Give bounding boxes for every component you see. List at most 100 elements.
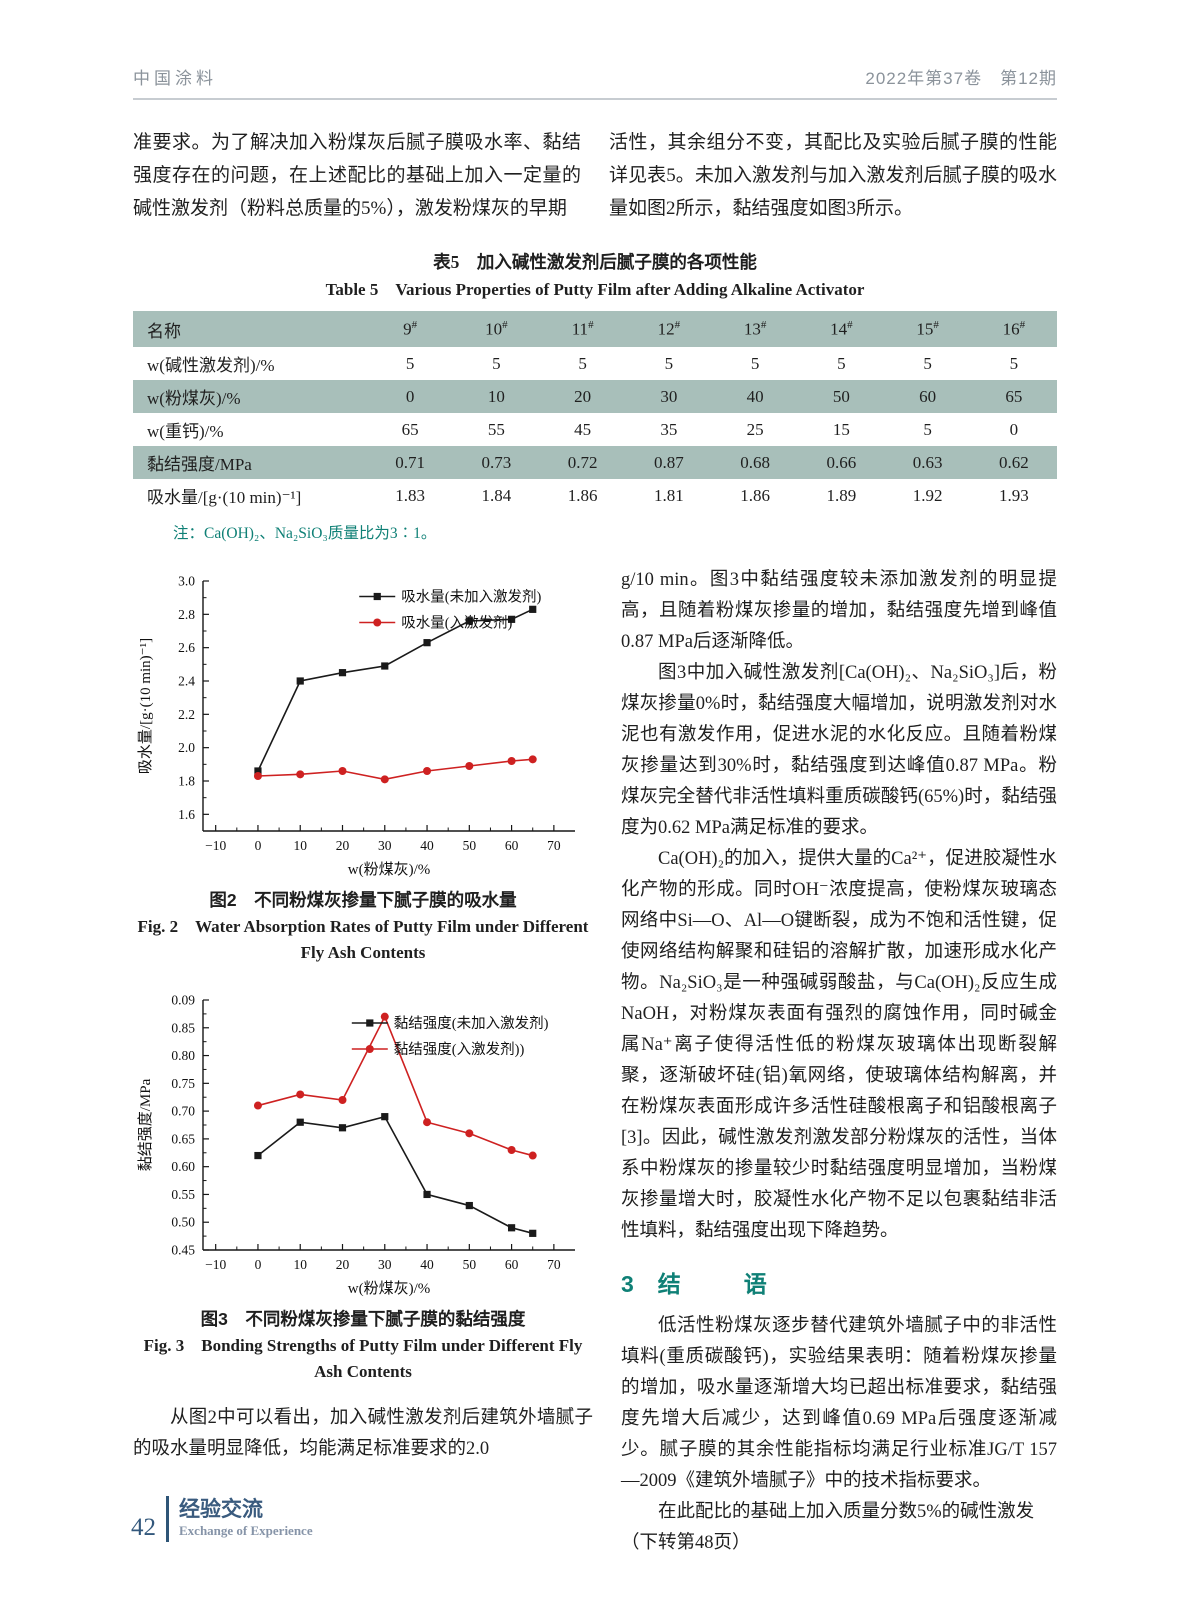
- page-number: 42: [131, 1514, 156, 1541]
- svg-text:40: 40: [420, 1257, 434, 1272]
- svg-text:70: 70: [547, 838, 561, 853]
- table5-col-header: 12#: [625, 311, 712, 347]
- svg-text:0.55: 0.55: [171, 1187, 195, 1202]
- left-bottom-paragraph: 从图2中可以看出，加入碱性激发剂后建筑外墙腻子的吸水量明显降低，均能满足标准要求…: [133, 1408, 593, 1459]
- intro-paragraphs: 准要求。为了解决加入粉煤灰后腻子膜吸水率、黏结强度存在的问题，在上述配比的基础上…: [133, 126, 1057, 225]
- svg-text:0.70: 0.70: [171, 1104, 195, 1119]
- fig3-caption-zh: 图3 不同粉煤灰掺量下腻子膜的黏结强度: [200, 1309, 526, 1329]
- svg-text:50: 50: [463, 838, 477, 853]
- svg-text:1.8: 1.8: [178, 774, 195, 789]
- svg-text:2.2: 2.2: [178, 707, 195, 722]
- svg-text:−10: −10: [205, 838, 226, 853]
- fig2-caption-en: Fig. 2 Water Absorption Rates of Putty F…: [137, 917, 589, 962]
- fig3-caption-en: Fig. 3 Bonding Strengths of Putty Film u…: [143, 1336, 583, 1381]
- svg-text:10: 10: [293, 838, 307, 853]
- svg-text:30: 30: [378, 1257, 392, 1272]
- svg-text:60: 60: [505, 1257, 519, 1272]
- footer-column-en: Exchange of Experience: [179, 1523, 313, 1538]
- right-paragraph-4: 低活性粉煤灰逐步替代建筑外墙腻子中的非活性填料(重质碳酸钙)，实验结果表明：随着…: [621, 1316, 1057, 1491]
- page-header: 中国涂料 2022年第37卷 第12期: [133, 64, 1057, 100]
- page-footer: 42 经验交流 Exchange of Experience: [131, 1496, 313, 1542]
- fig2-caption-zh: 图2 不同粉煤灰掺量下腻子膜的吸水量: [209, 890, 517, 910]
- svg-text:2.6: 2.6: [178, 640, 195, 655]
- svg-text:0: 0: [255, 1257, 262, 1272]
- table-row: w(碱性激发剂)/% 5 5 5 5 5 5 5 5: [147, 353, 1019, 376]
- right-paragraph-5: 在此配比的基础上加入质量分数5%的碱性激发: [658, 1502, 1035, 1522]
- footer-divider-bar: [166, 1496, 169, 1542]
- series-line: [257, 608, 534, 772]
- right-column: g/10 min。图3中黏结强度较未添加激发剂的明显提高，且随着粉煤灰掺量的增加…: [621, 565, 1057, 1559]
- intro-left-paragraph: 准要求。为了解决加入粉煤灰后腻子膜吸水率、黏结强度存在的问题，在上述配比的基础上…: [133, 132, 581, 219]
- series-line: [257, 758, 533, 781]
- series-line: [257, 1014, 533, 1157]
- issue-info: 2022年第37卷 第12期: [865, 69, 1057, 88]
- table5-col-header: 13#: [712, 311, 799, 347]
- svg-text:30: 30: [378, 838, 392, 853]
- svg-text:40: 40: [420, 838, 434, 853]
- svg-text:2.8: 2.8: [178, 607, 195, 622]
- right-paragraph-2: 图3中加入碱性激发剂[Ca(OH)₂、Na₂SiO₃]后，粉煤灰掺量0%时，黏结…: [621, 663, 1057, 838]
- table5: 名称 9# 10# 11# 12# 13# 14# 15# 16# w(碱性激发剂)/% 5 5 5 5 5…: [133, 311, 1057, 512]
- svg-text:70: 70: [547, 1257, 561, 1272]
- left-column: −10 0 10 20 30 40 50 60 70 1.6 1.8 2.0 2.2 2.4 2.6 2.8 3…: [133, 565, 593, 1559]
- svg-text:0.60: 0.60: [171, 1159, 195, 1174]
- table-row: 吸水量/[g·(10 min)⁻¹] 1.83 1.84 1.86 1.81 1.86 1.…: [147, 485, 1029, 508]
- table-row: 黏结强度/MPa 0.71 0.73 0.72 0.87 0.68 0.66 0.63 0.62: [133, 446, 1057, 479]
- svg-text:0.80: 0.80: [171, 1048, 195, 1063]
- svg-text:0: 0: [255, 838, 262, 853]
- right-paragraph-1: g/10 min。图3中黏结强度较未添加激发剂的明显提高，且随着粉煤灰掺量的增加…: [621, 570, 1057, 652]
- fig3-chart: −10 0 10 20 30 40 50 60 70 0.45 0.50 0.55 0.60 0.65 0.…: [137, 993, 575, 1297]
- main-columns: −10 0 10 20 30 40 50 60 70 1.6 1.8 2.0 2.2 2.4 2.6 2.8 3…: [133, 565, 1057, 1559]
- table5-title-en: Table 5 Various Properties of Putty Film…: [325, 280, 865, 299]
- section-title: 结 语: [657, 1271, 787, 1297]
- table5-col-header: 11#: [539, 311, 626, 347]
- table5-note: 注：Ca(OH)₂、Na₂SiO₃质量比为3∶1。: [173, 525, 437, 542]
- svg-text:3.0: 3.0: [178, 574, 195, 589]
- footer-column-zh: 经验交流: [179, 1498, 263, 1521]
- svg-text:吸水量/[g·(10 min)⁻¹]: 吸水量/[g·(10 min)⁻¹]: [137, 638, 154, 774]
- svg-text:20: 20: [336, 1257, 350, 1272]
- svg-text:0.45: 0.45: [171, 1243, 195, 1258]
- table5-col-header: 15#: [884, 311, 971, 347]
- continued-on-page-note: （下转第48页）: [621, 1533, 751, 1553]
- svg-text:0.50: 0.50: [171, 1215, 195, 1230]
- svg-text:1.6: 1.6: [178, 807, 195, 822]
- svg-text:10: 10: [293, 1257, 307, 1272]
- legend-label: 黏结强度(入激发剂)): [394, 1041, 525, 1058]
- legend-label: 吸水量(未加入激发剂): [401, 589, 541, 606]
- svg-text:50: 50: [463, 1257, 477, 1272]
- table5-title-zh: 表5 加入碱性激发剂后腻子膜的各项性能: [433, 252, 757, 272]
- section-heading-conclusion: 3 结 语: [621, 1265, 1057, 1299]
- table-row: w(粉煤灰)/% 0 10 20 30 40 50 60 65: [133, 380, 1057, 413]
- footer-column-block: 经验交流 Exchange of Experience: [179, 1498, 313, 1540]
- table5-col-header: 16#: [970, 311, 1057, 347]
- figure-2: −10 0 10 20 30 40 50 60 70 1.6 1.8 2.0 2.2 2.4 2.6 2.8 3…: [133, 565, 593, 966]
- svg-text:2.4: 2.4: [178, 674, 195, 689]
- table5-block: 表5 加入碱性激发剂后腻子膜的各项性能 Table 5 Various Prop…: [133, 249, 1057, 543]
- fig2-chart: −10 0 10 20 30 40 50 60 70 1.6 1.8 2.0 2.2 2.4 2.6 2.8 3…: [137, 574, 575, 878]
- svg-text:w(粉煤灰)/%: w(粉煤灰)/%: [348, 861, 431, 878]
- svg-text:2.0: 2.0: [178, 740, 195, 755]
- series-line: [257, 1115, 533, 1235]
- table5-col-header: 9#: [367, 311, 454, 347]
- table-row: w(重钙)/% 65 55 45 35 25 15 5 0: [147, 419, 1019, 442]
- svg-text:20: 20: [336, 838, 350, 853]
- figure-3: −10 0 10 20 30 40 50 60 70 0.45 0.50 0.55 0.60 0.65 0.…: [133, 984, 593, 1385]
- svg-text:黏结强度/MPa: 黏结强度/MPa: [137, 1078, 154, 1171]
- intro-right-paragraph: 活性，其余组分不变，其配比及实验后腻子膜的性能详见表5。未加入激发剂与加入激发剂…: [609, 132, 1057, 219]
- svg-text:−10: −10: [205, 1257, 226, 1272]
- table5-col-header: 10#: [453, 311, 540, 347]
- svg-text:0.75: 0.75: [171, 1076, 195, 1091]
- legend-label: 黏结强度(未加入激发剂): [394, 1015, 549, 1032]
- svg-text:60: 60: [505, 838, 519, 853]
- svg-text:0.85: 0.85: [171, 1020, 195, 1035]
- svg-text:0.65: 0.65: [171, 1131, 195, 1146]
- legend-label: 吸水量(入激发剂): [401, 615, 512, 632]
- section-number: 3: [621, 1271, 634, 1297]
- journal-name: 中国涂料: [133, 69, 217, 88]
- svg-text:w(粉煤灰)/%: w(粉煤灰)/%: [348, 1280, 431, 1297]
- table5-col-header: 14#: [798, 311, 885, 347]
- table5-col-header: 名称: [133, 311, 367, 347]
- svg-text:0.09: 0.09: [171, 993, 195, 1008]
